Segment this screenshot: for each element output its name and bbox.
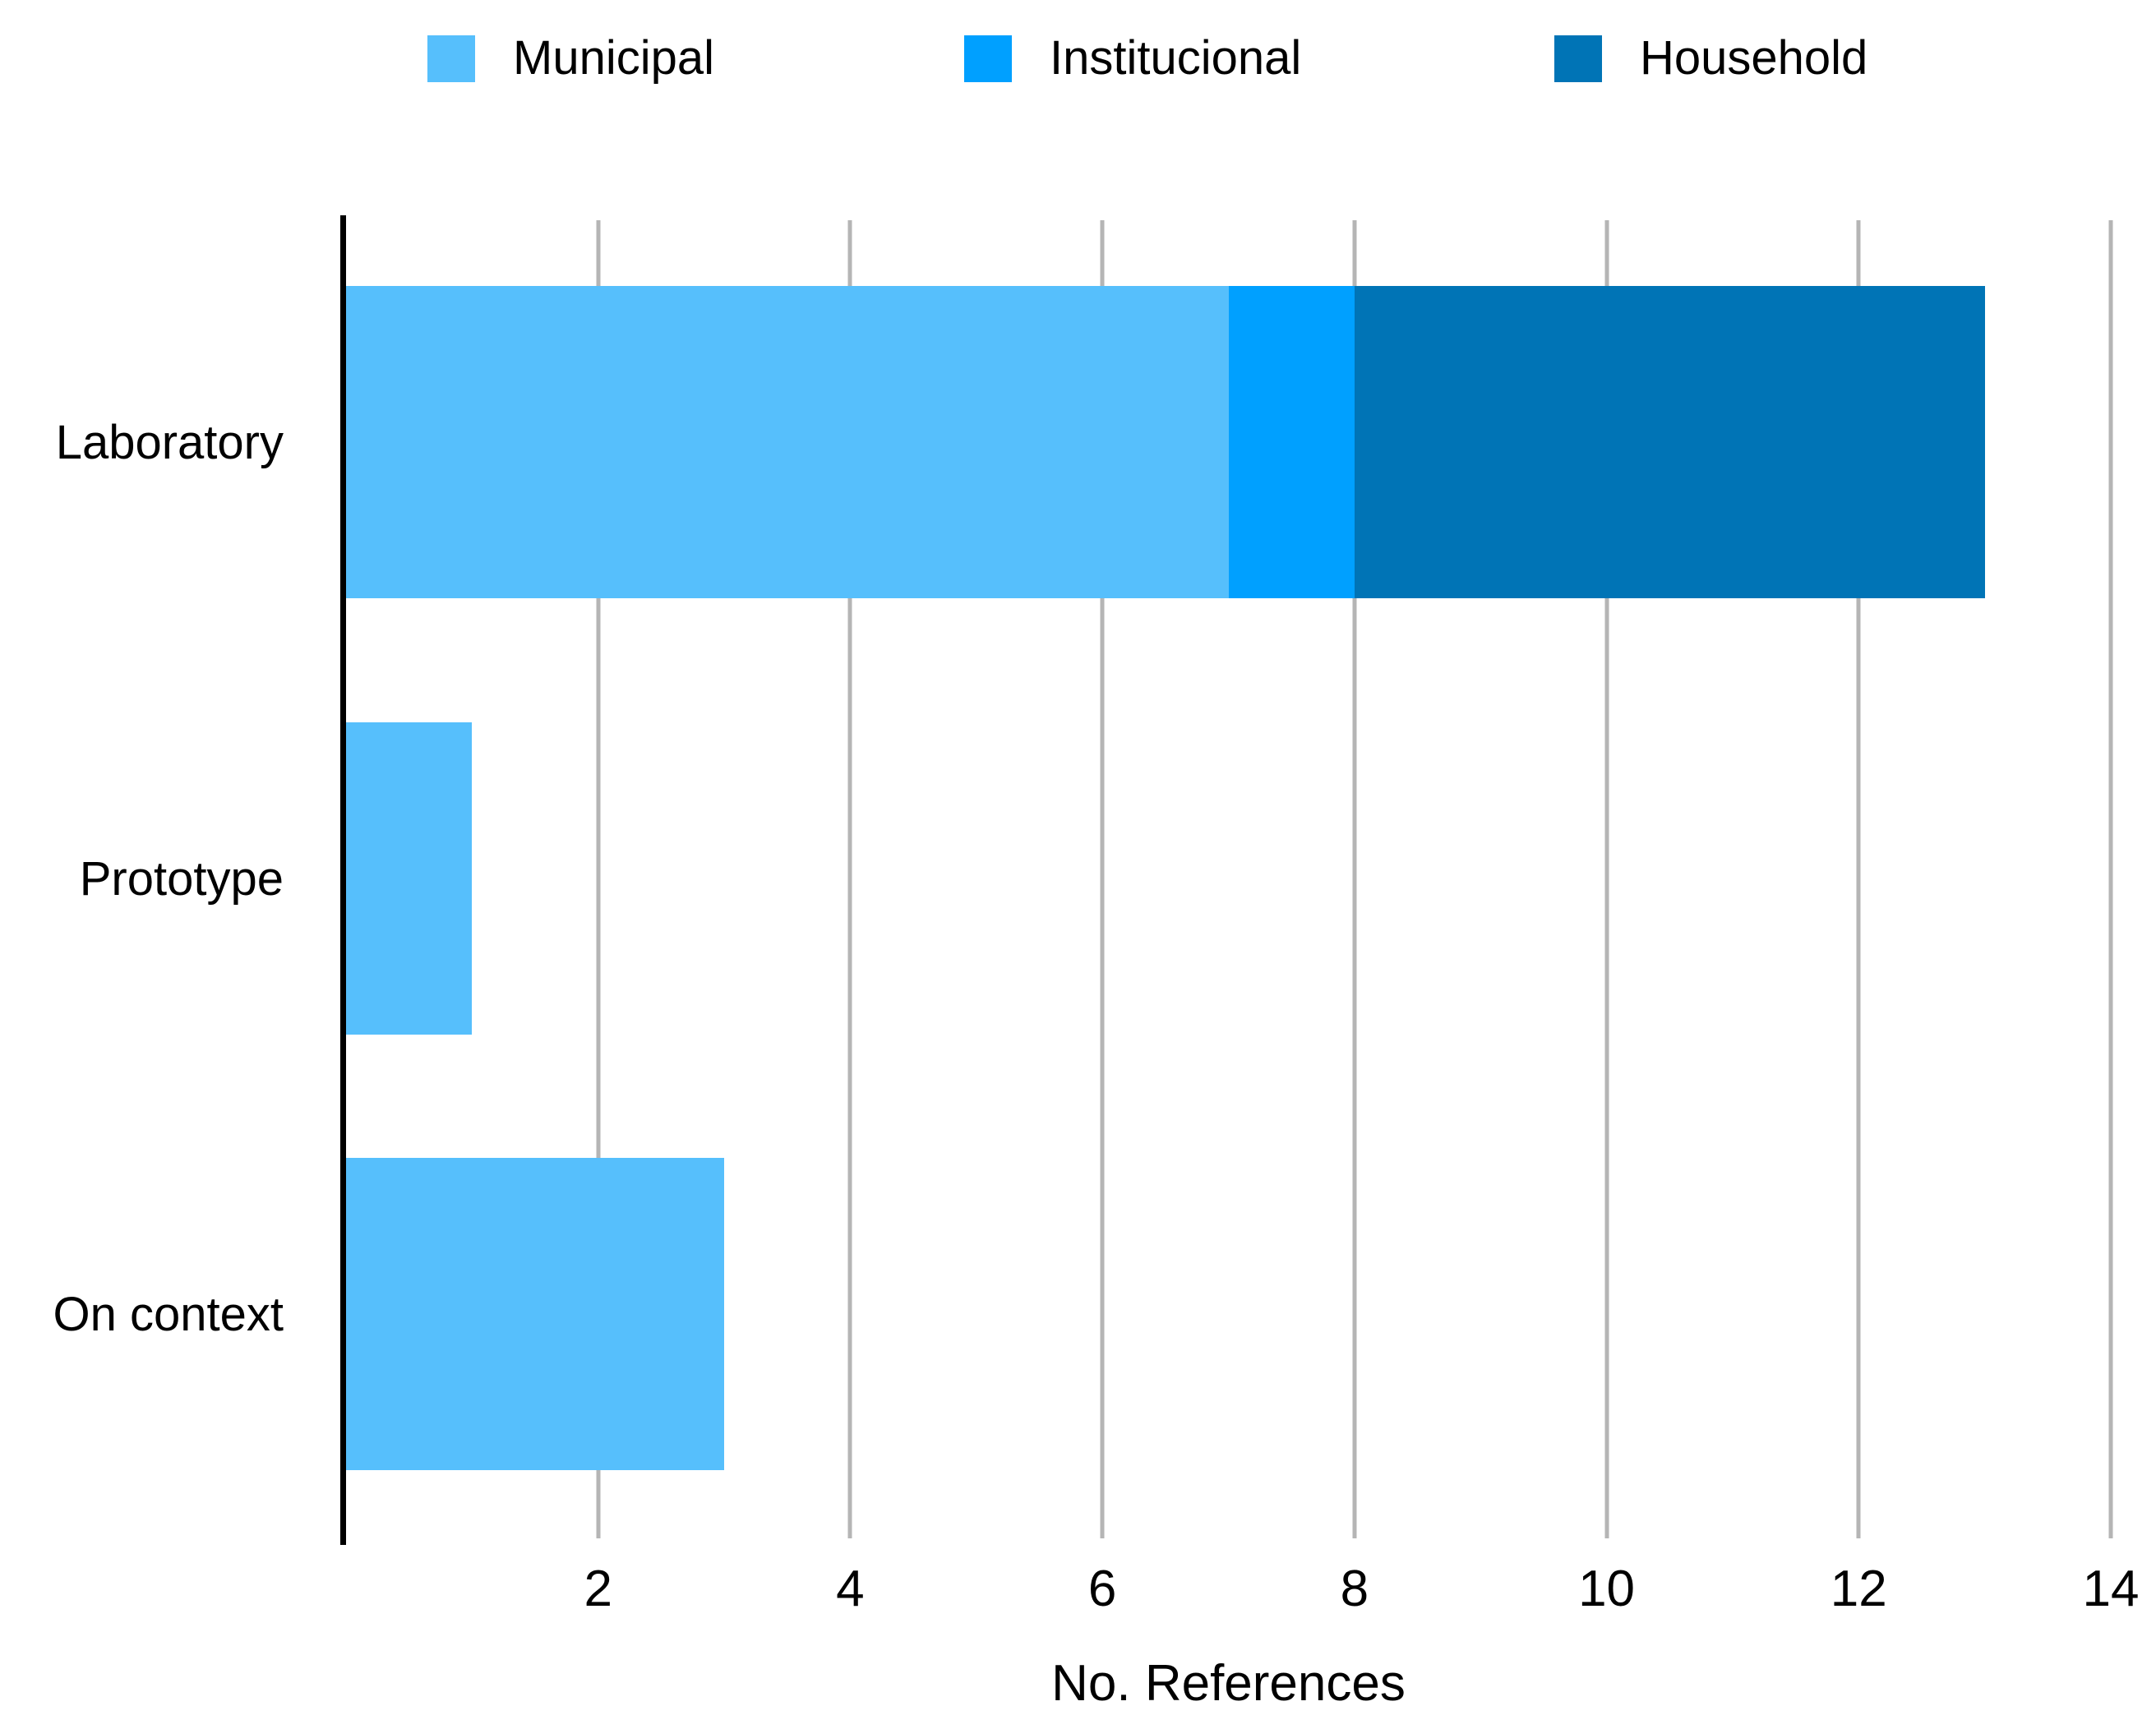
x-axis-title: No. References: [1051, 1655, 1406, 1712]
x-tick-label-4: 4: [836, 1561, 865, 1617]
x-tick-label-10: 10: [1578, 1561, 1636, 1617]
x-tick-label-8: 8: [1340, 1561, 1369, 1617]
bar-segment-institucional: [1228, 286, 1355, 598]
bar-prototype: [346, 722, 473, 1035]
legend-swatch-municipal: [427, 35, 475, 82]
category-label-laboratory: Laboratory: [55, 415, 284, 469]
x-tick-label-14: 14: [2082, 1561, 2140, 1617]
y-axis-line: [340, 215, 346, 1545]
legend-swatch-household: [1554, 35, 1602, 82]
x-tick-label-12: 12: [1830, 1561, 1887, 1617]
category-label-prototype: Prototype: [79, 851, 284, 906]
plot-area: [340, 215, 2113, 1545]
x-tick-label-6: 6: [1087, 1561, 1117, 1617]
legend-item-municipal: Municipal: [427, 35, 714, 82]
gridline-x-10: [1604, 220, 1609, 1538]
legend-item-household: Household: [1554, 35, 1867, 82]
gridline-x-14: [2108, 220, 2113, 1538]
gridline-x-4: [847, 220, 852, 1538]
gridline-x-6: [1100, 220, 1105, 1538]
legend-swatch-institucional: [964, 35, 1012, 82]
gridline-x-2: [596, 220, 601, 1538]
bar-segment-municipal: [346, 286, 1229, 598]
legend-label: Household: [1640, 31, 1868, 85]
legend-label: Institucional: [1050, 31, 1302, 85]
legend-label: Municipal: [513, 31, 714, 85]
bar-segment-municipal: [346, 1158, 725, 1470]
gridline-x-12: [1856, 220, 1861, 1538]
legend: Municipal Institucional Household: [0, 0, 2156, 115]
legend-item-institucional: Institucional: [964, 35, 1301, 82]
bar-on-context: [346, 1158, 725, 1470]
bar-segment-household: [1354, 286, 1985, 598]
gridline-x-8: [1352, 220, 1357, 1538]
bar-segment-municipal: [346, 722, 473, 1035]
bar-laboratory: [346, 286, 1985, 598]
x-tick-label-2: 2: [584, 1561, 612, 1617]
category-label-on-context: On context: [53, 1287, 284, 1341]
